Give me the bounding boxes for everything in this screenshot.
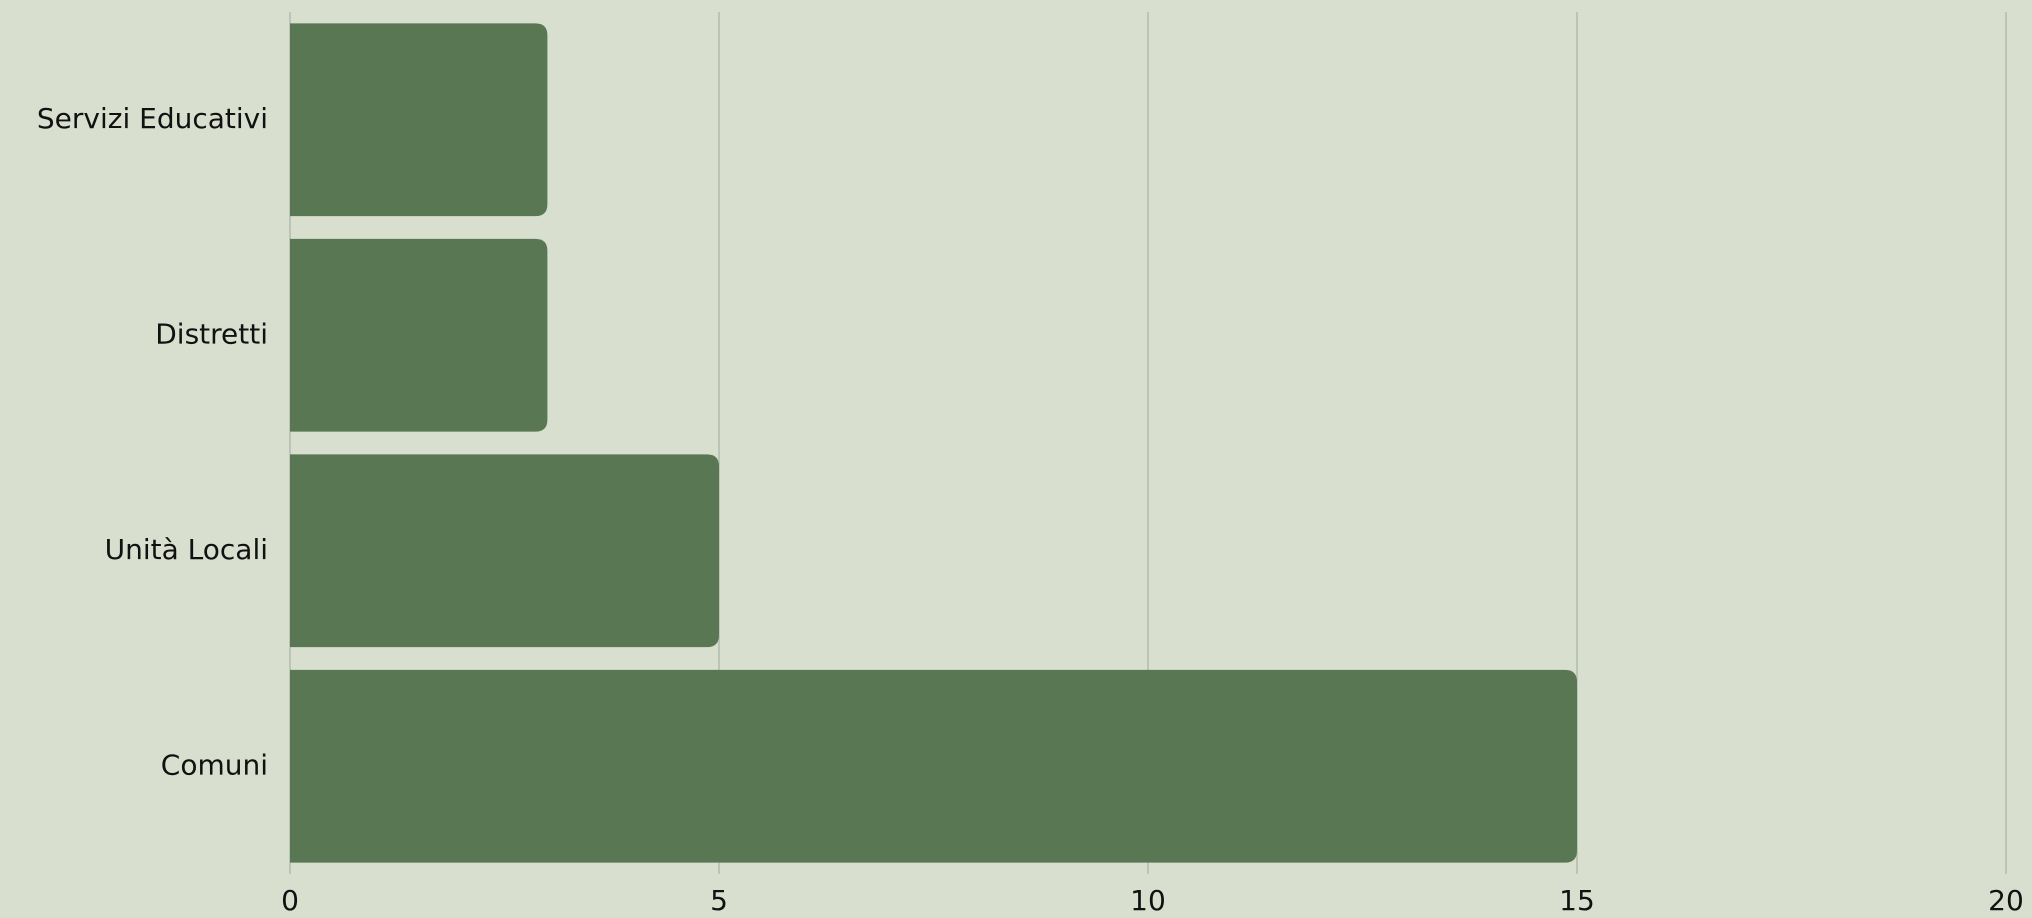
y-tick-label: Servizi Educativi xyxy=(37,102,268,135)
x-tick-label: 15 xyxy=(1559,884,1595,917)
x-tick-label: 20 xyxy=(1988,884,2024,917)
bar xyxy=(290,669,1577,863)
bar xyxy=(290,23,548,217)
y-tick-label: Comuni xyxy=(161,748,268,781)
x-tick-label: 0 xyxy=(281,884,299,917)
bar xyxy=(290,454,719,648)
bar xyxy=(290,238,548,432)
y-tick-label: Distretti xyxy=(155,317,268,350)
x-tick-label: 10 xyxy=(1130,884,1166,917)
x-tick-label: 5 xyxy=(710,884,728,917)
y-tick-label: Unità Locali xyxy=(105,533,268,566)
